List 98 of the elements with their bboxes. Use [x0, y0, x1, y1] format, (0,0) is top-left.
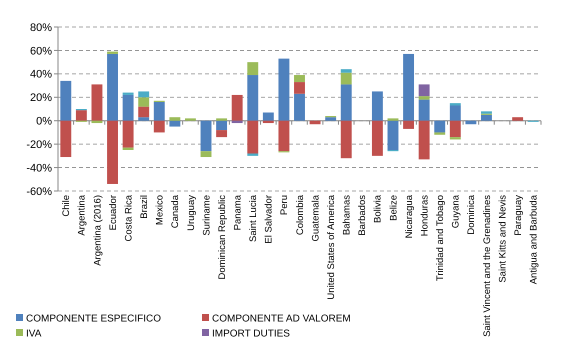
bar — [92, 120, 102, 124]
x-tick-label: Brazil — [139, 195, 150, 219]
y-tick-label: -40% — [26, 162, 52, 174]
bar — [247, 62, 258, 76]
bar — [278, 120, 290, 152]
bar — [122, 120, 134, 148]
bar — [434, 132, 446, 135]
x-tick-label: Bolivia — [372, 194, 384, 223]
x-tick-label: Saint Vincent and the Grenadines — [482, 194, 493, 337]
bar — [262, 120, 274, 124]
bar — [418, 100, 430, 121]
bar — [418, 120, 430, 160]
y-tick-label: 60% — [30, 45, 52, 58]
x-tick-label: Uruguay — [186, 194, 197, 231]
bar — [294, 75, 305, 82]
x-tick-label: Guatemala — [310, 194, 322, 242]
y-tick-label: -20% — [26, 138, 52, 151]
x-tick-label: Dominica — [466, 194, 478, 235]
bar — [216, 120, 228, 130]
bar — [262, 112, 274, 121]
x-tick-label: Belize — [388, 195, 400, 221]
y-tick-label: 40% — [30, 68, 52, 81]
bar — [450, 120, 461, 138]
legend-label: COMPONENTE ESPECIFICO — [26, 314, 162, 324]
bar — [138, 117, 150, 121]
bar — [481, 114, 492, 121]
x-tick-label: Canada — [170, 194, 182, 228]
bar — [154, 102, 165, 121]
x-tick-label: Saint Lucia — [248, 194, 260, 242]
bar — [200, 120, 212, 152]
x-tick-label: El Salvador — [264, 195, 275, 244]
bar — [138, 97, 150, 107]
bar — [340, 84, 352, 121]
x-tick-label: Argentina (2016) — [92, 195, 104, 266]
bar — [418, 96, 430, 100]
bar — [60, 120, 72, 158]
bar — [310, 120, 321, 124]
bar — [340, 72, 352, 84]
bar — [232, 120, 243, 124]
legend-label: IVA — [26, 328, 42, 340]
legend-label: COMPONENTE AD VALOREM — [212, 314, 351, 324]
bar — [450, 105, 461, 121]
bar — [418, 84, 430, 96]
x-tick-label: Bahamas — [342, 194, 353, 236]
bar — [340, 69, 352, 73]
bar — [60, 80, 72, 121]
bar — [403, 54, 414, 121]
bar — [200, 151, 212, 158]
x-tick-label: Argentina — [76, 194, 88, 236]
bar — [247, 75, 258, 121]
bar — [138, 106, 150, 118]
x-tick-label: Suriname — [201, 195, 212, 236]
legend-label: IMPORT DUTIES — [212, 328, 290, 340]
x-tick-label: Costa Rica — [123, 194, 134, 242]
bar — [512, 117, 524, 121]
bar — [325, 117, 336, 121]
bar — [76, 110, 87, 121]
y-tick-label: -60% — [26, 186, 52, 198]
bar — [372, 91, 383, 121]
bar — [247, 120, 258, 154]
x-tick-label: Chile — [61, 195, 72, 217]
x-tick-label: Nicaragua — [404, 194, 415, 238]
bar — [372, 120, 383, 156]
y-tick-label: 80% — [30, 22, 52, 34]
x-tick-label: United States of America — [326, 194, 337, 300]
x-tick-label: Paraguay — [512, 194, 524, 236]
y-tick-label: 0% — [36, 116, 52, 128]
bar — [340, 120, 352, 158]
x-tick-label: Guyana — [450, 194, 462, 228]
bar — [107, 120, 118, 184]
bar — [278, 58, 290, 121]
x-tick-label: Barbados — [357, 194, 368, 236]
x-tick-label: Honduras — [419, 194, 430, 236]
y-tick-label: 20% — [30, 92, 52, 104]
bar — [169, 120, 180, 127]
bar — [154, 120, 165, 132]
bar — [216, 130, 228, 138]
bar — [294, 82, 305, 94]
bar — [122, 94, 134, 121]
bar — [294, 94, 305, 121]
bar — [232, 94, 243, 121]
bar — [403, 120, 414, 129]
x-tick-label: Mexico — [154, 195, 166, 226]
bar — [388, 120, 398, 150]
bar — [138, 91, 150, 98]
x-tick-label: Antigua and Barbuda — [528, 194, 540, 284]
bar — [465, 120, 476, 124]
bar — [92, 84, 102, 121]
bar — [169, 117, 180, 121]
bar — [107, 54, 118, 121]
x-tick-label: Dominican Republic — [216, 194, 228, 280]
x-tick-label: Colombia — [294, 194, 306, 236]
x-tick-label: Saint Kitts and Nevis — [497, 194, 508, 283]
x-tick-label: Peru — [279, 195, 290, 216]
x-tick-label: Ecuador — [108, 195, 119, 230]
x-tick-label: Trinidad and Tobago — [435, 195, 446, 282]
bar — [434, 120, 446, 132]
x-tick-label: Panama — [232, 194, 244, 230]
